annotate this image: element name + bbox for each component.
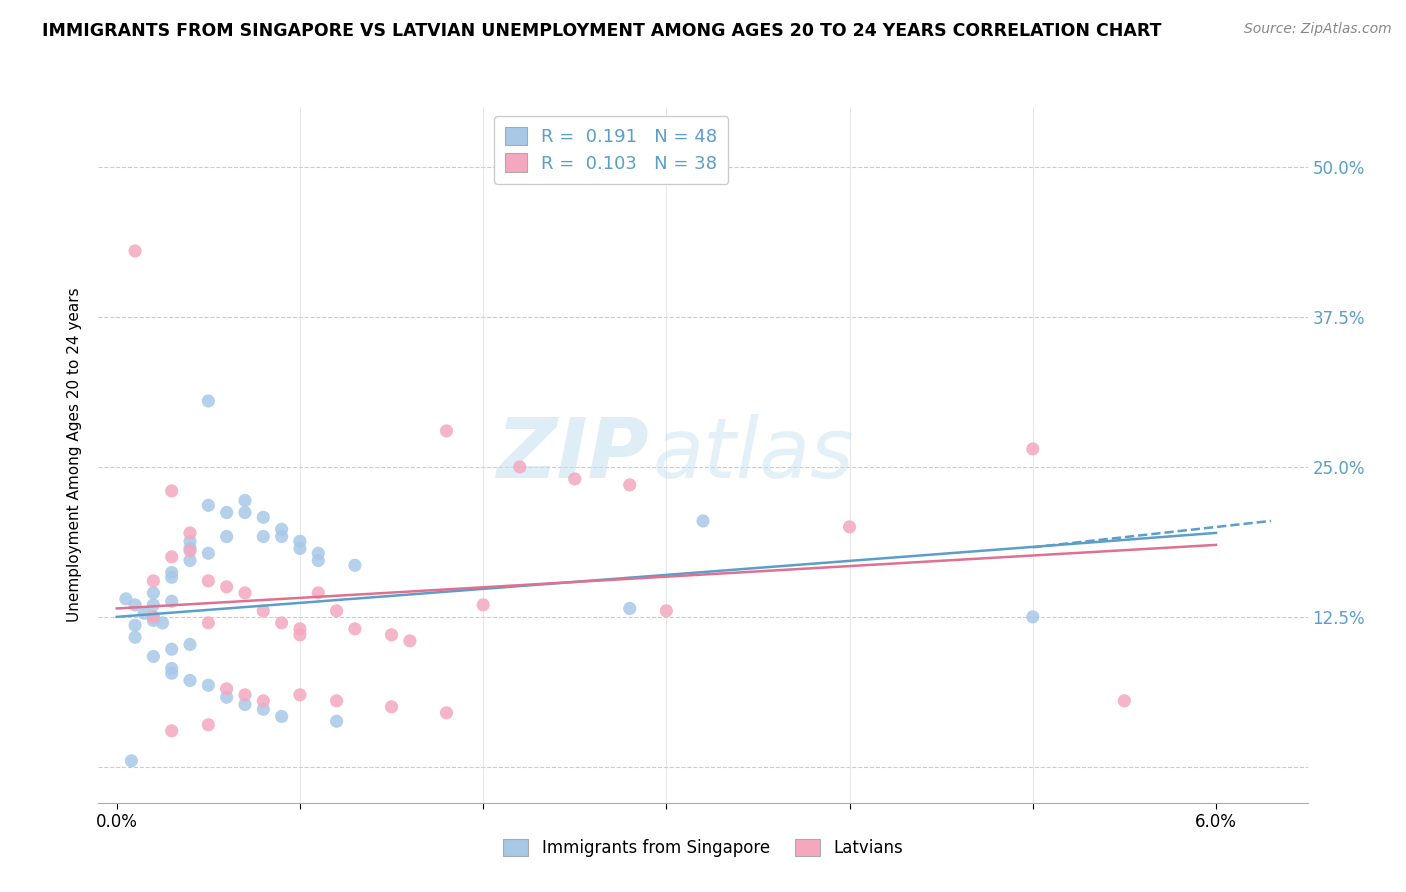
Point	[160, 594, 183, 608]
Point	[233, 506, 256, 520]
Point	[472, 598, 495, 612]
Text: atlas: atlas	[652, 415, 853, 495]
Text: IMMIGRANTS FROM SINGAPORE VS LATVIAN UNEMPLOYMENT AMONG AGES 20 TO 24 YEARS CORR: IMMIGRANTS FROM SINGAPORE VS LATVIAN UNE…	[42, 22, 1161, 40]
Point	[343, 558, 366, 573]
Point	[233, 688, 256, 702]
Point	[270, 709, 292, 723]
Point	[325, 604, 347, 618]
Point	[838, 520, 860, 534]
Point	[619, 601, 641, 615]
Point	[288, 541, 311, 556]
Point	[160, 642, 183, 657]
Point	[142, 586, 165, 600]
Point	[270, 615, 292, 630]
Point	[160, 723, 183, 738]
Point	[160, 549, 183, 564]
Point	[233, 698, 256, 712]
Point	[134, 607, 156, 621]
Point	[197, 574, 219, 588]
Point	[692, 514, 714, 528]
Point	[252, 702, 274, 716]
Point	[436, 706, 458, 720]
Point	[380, 628, 402, 642]
Point	[115, 591, 138, 606]
Point	[564, 472, 586, 486]
Point	[197, 498, 219, 512]
Point	[307, 586, 329, 600]
Point	[233, 586, 256, 600]
Point	[179, 553, 201, 567]
Point	[252, 604, 274, 618]
Point	[252, 529, 274, 543]
Point	[215, 529, 238, 543]
Point	[325, 714, 347, 729]
Point	[380, 699, 402, 714]
Point	[142, 649, 165, 664]
Point	[270, 522, 292, 536]
Point	[399, 633, 422, 648]
Point	[288, 628, 311, 642]
Point	[233, 493, 256, 508]
Point	[215, 506, 238, 520]
Point	[142, 598, 165, 612]
Point	[179, 673, 201, 688]
Point	[436, 424, 458, 438]
Point	[619, 478, 641, 492]
Point	[179, 541, 201, 556]
Text: ZIP: ZIP	[496, 415, 648, 495]
Point	[142, 610, 165, 624]
Point	[120, 754, 142, 768]
Point	[124, 244, 146, 258]
Point	[197, 546, 219, 560]
Point	[288, 622, 311, 636]
Point	[179, 544, 201, 558]
Point	[1022, 442, 1045, 456]
Point	[197, 678, 219, 692]
Point	[160, 666, 183, 681]
Point	[252, 694, 274, 708]
Point	[160, 483, 183, 498]
Point	[215, 681, 238, 696]
Point	[197, 393, 219, 408]
Point	[270, 529, 292, 543]
Point	[160, 661, 183, 675]
Point	[215, 580, 238, 594]
Point	[1022, 610, 1045, 624]
Point	[655, 604, 678, 618]
Point	[343, 622, 366, 636]
Point	[124, 630, 146, 644]
Point	[160, 566, 183, 580]
Point	[307, 553, 329, 567]
Point	[124, 618, 146, 632]
Point	[197, 615, 219, 630]
Point	[1114, 694, 1136, 708]
Point	[142, 614, 165, 628]
Point	[142, 574, 165, 588]
Point	[288, 534, 311, 549]
Point	[325, 694, 347, 708]
Point	[142, 610, 165, 624]
Point	[179, 637, 201, 651]
Point	[124, 598, 146, 612]
Y-axis label: Unemployment Among Ages 20 to 24 years: Unemployment Among Ages 20 to 24 years	[67, 287, 83, 623]
Point	[152, 615, 174, 630]
Point	[179, 534, 201, 549]
Text: Source: ZipAtlas.com: Source: ZipAtlas.com	[1244, 22, 1392, 37]
Point	[215, 690, 238, 705]
Point	[179, 525, 201, 540]
Point	[509, 459, 531, 474]
Point	[252, 510, 274, 524]
Legend: Immigrants from Singapore, Latvians: Immigrants from Singapore, Latvians	[496, 832, 910, 864]
Point	[197, 718, 219, 732]
Point	[307, 546, 329, 560]
Point	[160, 570, 183, 584]
Point	[288, 688, 311, 702]
